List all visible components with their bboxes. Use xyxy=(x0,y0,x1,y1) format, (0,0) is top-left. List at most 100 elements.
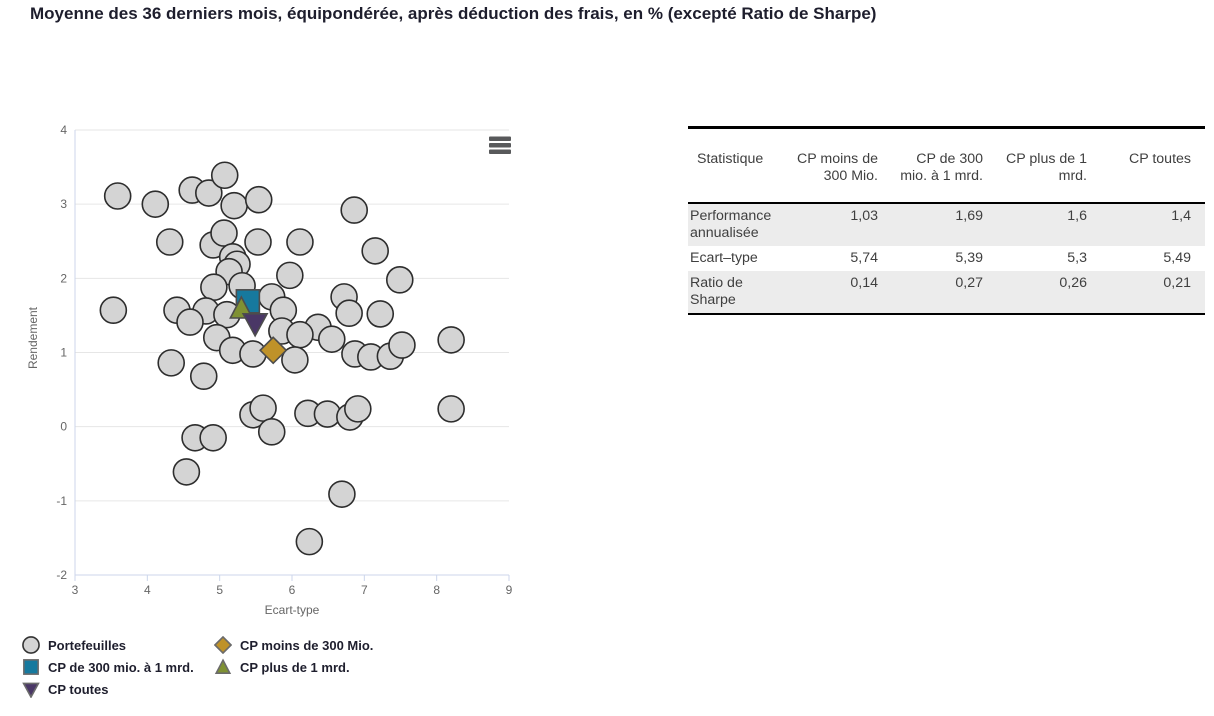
legend-item-triangle-up[interactable]: CP plus de 1 mrd. xyxy=(214,658,350,676)
scatter-point-portefeuille[interactable] xyxy=(281,346,309,374)
x-axis-title: Ecart-type xyxy=(265,603,320,617)
scatter-point-portefeuille[interactable] xyxy=(361,237,389,265)
legend-label: Portefeuilles xyxy=(48,637,127,653)
y-tick-label: 2 xyxy=(60,271,67,285)
scatter-point-portefeuille[interactable] xyxy=(328,480,356,508)
cell-value: 5,74 xyxy=(850,250,878,266)
x-tick-label: 4 xyxy=(144,583,151,597)
legend-square-icon xyxy=(23,659,39,675)
legend-label: CP moins de 300 Mio. xyxy=(240,637,374,653)
scatter-chart: -2 -1 0 1 2 3 4 3 4 5 6 7 8 9 Ecart-type Rendement xyxy=(26,123,513,617)
table-row: Ratio de Sharpe 0,14 0,27 0,26 0,21 xyxy=(688,271,1205,314)
y-axis-title: Rendement xyxy=(26,306,40,369)
scatter-point-portefeuille[interactable] xyxy=(437,326,465,354)
cell-value: 0,26 xyxy=(1059,275,1087,291)
scatter-point-portefeuille[interactable] xyxy=(199,423,227,452)
cell-value: 1,4 xyxy=(1171,208,1191,224)
cell-value: 5,39 xyxy=(955,250,983,266)
y-tick-label: 1 xyxy=(60,346,67,360)
scatter-point-portefeuille[interactable] xyxy=(257,418,286,446)
data-points xyxy=(99,161,465,556)
scatter-point-portefeuille[interactable] xyxy=(366,300,395,328)
scatter-point-portefeuille[interactable] xyxy=(157,349,186,377)
legend-item-diamond[interactable]: CP moins de 300 Mio. xyxy=(214,636,373,654)
scatter-point-portefeuille[interactable] xyxy=(286,228,314,256)
legend-label: CP plus de 1 mrd. xyxy=(240,659,350,675)
scatter-point-portefeuille[interactable] xyxy=(141,190,170,218)
scatter-point-portefeuille[interactable] xyxy=(295,527,324,556)
scatter-point-portefeuille[interactable] xyxy=(155,228,184,256)
y-tick-label: 4 xyxy=(60,123,67,137)
scatter-point-portefeuille[interactable] xyxy=(176,308,204,336)
y-tick-label: -1 xyxy=(56,494,67,508)
x-tick-label: 8 xyxy=(433,583,440,597)
scatter-point-portefeuille[interactable] xyxy=(220,191,248,220)
scatter-point-diamond[interactable] xyxy=(259,336,288,365)
scatter-point-portefeuille[interactable] xyxy=(244,228,272,256)
scatter-point-portefeuille[interactable] xyxy=(99,296,128,325)
scatter-point-portefeuille[interactable] xyxy=(200,273,228,302)
legend-triangle-up-icon xyxy=(214,658,232,674)
axis-tick-labels: -2 -1 0 1 2 3 4 3 4 5 6 7 8 9 xyxy=(56,123,512,597)
scatter-point-portefeuille[interactable] xyxy=(103,182,132,210)
legend-diamond-icon xyxy=(214,636,232,654)
chart-legend: Portefeuilles CP moins de 300 Mio. CP de 3… xyxy=(0,628,560,716)
x-tick-label: 7 xyxy=(361,583,368,597)
cell-value: 5,3 xyxy=(1067,250,1087,266)
scatter-point-portefeuille[interactable] xyxy=(195,179,223,207)
scatter-point-portefeuille[interactable] xyxy=(210,219,238,247)
x-tick-label: 5 xyxy=(216,583,223,597)
y-tick-label: -2 xyxy=(56,568,67,582)
legend-triangle-down-icon xyxy=(22,682,40,698)
chart-menu-hamburger-icon[interactable] xyxy=(489,136,511,155)
page-title: Moyenne des 36 derniers mois, équipondér… xyxy=(30,4,877,23)
cell-value: 0,14 xyxy=(850,275,878,291)
y-tick-label: 3 xyxy=(60,197,67,211)
scatter-point-triangle-up[interactable] xyxy=(229,295,254,319)
row-label: Performance annualisée xyxy=(690,208,772,241)
scatter-point-portefeuille[interactable] xyxy=(249,394,277,422)
scatter-point-portefeuille[interactable] xyxy=(210,161,239,190)
legend-item-square[interactable]: CP de 300 mio. à 1 mrd. xyxy=(22,658,194,676)
row-label: Ratio de Sharpe xyxy=(690,275,743,308)
scatter-point-portefeuille[interactable] xyxy=(344,395,372,423)
scatter-point-triangle-down[interactable] xyxy=(241,313,269,338)
x-tick-label: 9 xyxy=(506,583,513,597)
x-tick-label: 6 xyxy=(289,583,296,597)
axes xyxy=(74,130,510,581)
scatter-point-portefeuille[interactable] xyxy=(244,185,273,214)
row-label: Ecart–type xyxy=(690,250,758,266)
cell-value: 1,69 xyxy=(955,208,983,224)
legend-label: CP de 300 mio. à 1 mrd. xyxy=(48,659,194,675)
scatter-point-portefeuille[interactable] xyxy=(317,325,346,353)
legend-label: CP toutes xyxy=(48,681,109,697)
scatter-point-portefeuille[interactable] xyxy=(385,266,414,294)
legend-circle-icon xyxy=(22,636,40,654)
table-header: CP toutes xyxy=(1101,127,1205,204)
table-header: CP de 300 mio. à 1 mrd. xyxy=(892,127,997,204)
scatter-point-portefeuille[interactable] xyxy=(335,299,363,327)
table-header: CP moins de 300 Mio. xyxy=(788,127,892,204)
scatter-point-portefeuille[interactable] xyxy=(388,331,416,359)
scatter-point-portefeuille[interactable] xyxy=(286,320,314,349)
y-tick-label: 0 xyxy=(60,420,67,434)
table-row: Ecart–type 5,74 5,39 5,3 5,49 xyxy=(688,246,1205,271)
cell-value: 0,21 xyxy=(1163,275,1191,291)
cell-value: 5,49 xyxy=(1163,250,1191,266)
scatter-point-portefeuille[interactable] xyxy=(172,458,201,486)
legend-item-circle[interactable]: Portefeuilles xyxy=(22,636,126,654)
scatter-point-portefeuille[interactable] xyxy=(340,196,369,224)
table-header-statistique: Statistique xyxy=(688,127,788,204)
scatter-point-portefeuille[interactable] xyxy=(437,395,465,423)
cell-value: 1,6 xyxy=(1067,208,1087,224)
x-tick-label: 3 xyxy=(72,583,79,597)
table-header: CP plus de 1 mrd. xyxy=(997,127,1101,204)
scatter-point-portefeuille[interactable] xyxy=(189,362,218,391)
cell-value: 0,27 xyxy=(955,275,983,291)
stats-table: Statistique CP moins de 300 Mio. CP de 300… xyxy=(688,126,1205,315)
table-row: Performance annualisée 1,03 1,69 1,6 1,4 xyxy=(688,203,1205,246)
scatter-point-portefeuille[interactable] xyxy=(239,340,267,368)
scatter-point-portefeuille[interactable] xyxy=(276,261,304,290)
legend-item-triangle-down[interactable]: CP toutes xyxy=(22,680,108,698)
